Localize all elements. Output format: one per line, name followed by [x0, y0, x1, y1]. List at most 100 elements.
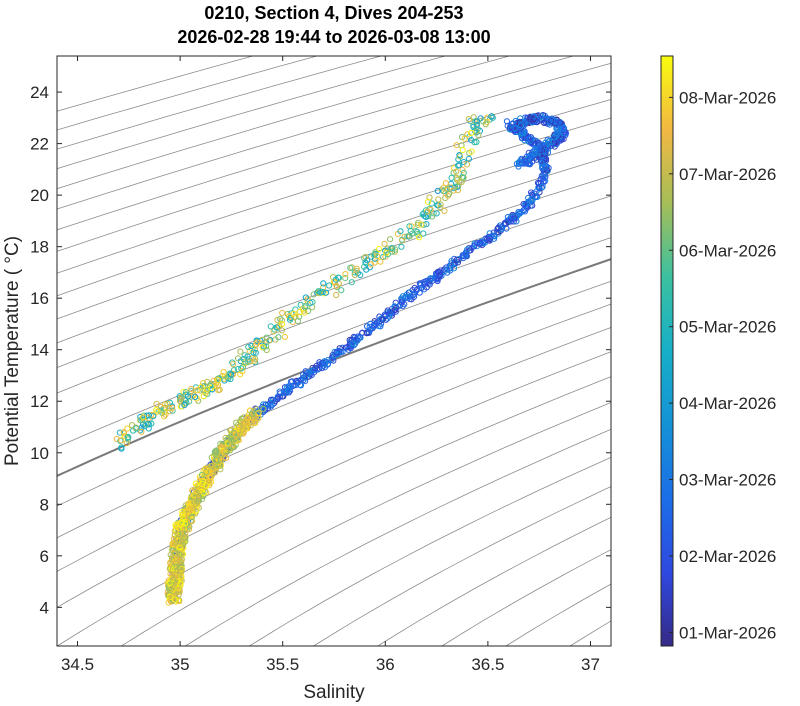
data-point	[267, 323, 274, 330]
data-point	[188, 514, 195, 521]
data-point	[240, 355, 247, 363]
data-point	[124, 425, 131, 432]
data-point	[460, 255, 467, 262]
data-point	[320, 280, 327, 287]
data-point	[488, 113, 495, 120]
data-point	[490, 229, 497, 236]
data-point	[285, 383, 292, 390]
isopycnal-line	[57, 303, 611, 539]
data-point	[482, 121, 489, 128]
isopycnal-line	[57, 80, 611, 252]
data-point	[515, 163, 522, 170]
data-point	[241, 419, 248, 426]
data-point	[517, 115, 524, 122]
data-point	[377, 258, 384, 265]
data-point	[526, 135, 533, 142]
data-point	[453, 256, 460, 263]
data-point	[260, 405, 267, 412]
data-point	[392, 306, 399, 313]
data-point	[434, 187, 441, 194]
data-point	[528, 191, 536, 198]
data-point	[252, 349, 259, 356]
data-point	[473, 128, 480, 135]
data-point	[325, 356, 332, 364]
data-point	[428, 200, 435, 207]
data-point	[213, 456, 220, 464]
data-point	[456, 162, 463, 169]
isopycnal-line	[441, 549, 611, 646]
data-point	[177, 520, 184, 528]
data-point	[208, 462, 215, 469]
data-point	[206, 478, 213, 485]
data-point	[549, 116, 556, 123]
data-point	[320, 362, 327, 369]
data-point	[167, 559, 174, 566]
data-point	[471, 139, 478, 146]
data-point	[533, 188, 540, 195]
colorbar-ticks: 01-Mar-2026 02-Mar-2026 03-Mar-2026 04-Mar-…	[669, 88, 776, 642]
x-tick-label: 35.5	[266, 655, 299, 674]
data-point	[462, 249, 470, 256]
data-point	[279, 309, 286, 316]
data-point	[279, 393, 286, 400]
data-point	[371, 259, 378, 266]
data-point	[190, 510, 197, 518]
data-point	[416, 289, 423, 296]
data-point	[140, 421, 147, 428]
data-point	[332, 276, 339, 283]
data-point	[452, 183, 459, 190]
data-point	[521, 157, 529, 165]
data-point	[484, 114, 491, 121]
data-point	[335, 280, 342, 287]
data-point	[203, 468, 210, 476]
data-point	[266, 337, 273, 344]
plot-frame	[56, 55, 612, 647]
data-point	[377, 323, 384, 330]
data-point	[335, 347, 342, 354]
data-point	[188, 385, 195, 393]
data-point	[173, 563, 180, 570]
data-point	[200, 493, 207, 500]
data-point	[178, 568, 185, 575]
data-point	[541, 163, 549, 170]
data-point	[508, 120, 516, 128]
data-point	[445, 190, 453, 198]
data-point	[281, 333, 288, 340]
data-point	[263, 346, 270, 354]
data-point	[512, 124, 519, 132]
data-point	[349, 340, 356, 347]
data-point	[232, 431, 239, 438]
data-point	[243, 425, 250, 432]
data-point	[526, 161, 534, 168]
data-point	[542, 147, 550, 154]
data-point	[262, 402, 269, 409]
isopycnal-line	[57, 56, 575, 210]
x-tick-label: 34.5	[61, 655, 94, 674]
data-point	[138, 428, 145, 435]
data-point	[352, 336, 360, 343]
data-point	[248, 410, 255, 417]
data-point	[173, 560, 180, 567]
data-point	[389, 245, 396, 252]
data-point	[174, 536, 181, 543]
data-point	[541, 119, 548, 126]
data-point	[538, 172, 545, 179]
data-point	[320, 284, 327, 291]
colorbar-tick-label: 07-Mar-2026	[679, 165, 776, 184]
data-point	[186, 507, 193, 514]
data-point	[447, 184, 454, 191]
data-point	[471, 243, 478, 250]
data-point	[175, 591, 182, 598]
data-point	[354, 270, 361, 277]
data-point	[171, 571, 178, 578]
data-point	[538, 184, 545, 191]
data-point	[274, 316, 281, 324]
isopycnal-line	[57, 56, 511, 190]
data-point	[294, 317, 301, 325]
isopycnal-highlight	[57, 258, 611, 477]
data-point	[455, 182, 462, 190]
data-point	[278, 317, 285, 324]
data-point	[399, 297, 406, 304]
data-point	[379, 316, 386, 323]
